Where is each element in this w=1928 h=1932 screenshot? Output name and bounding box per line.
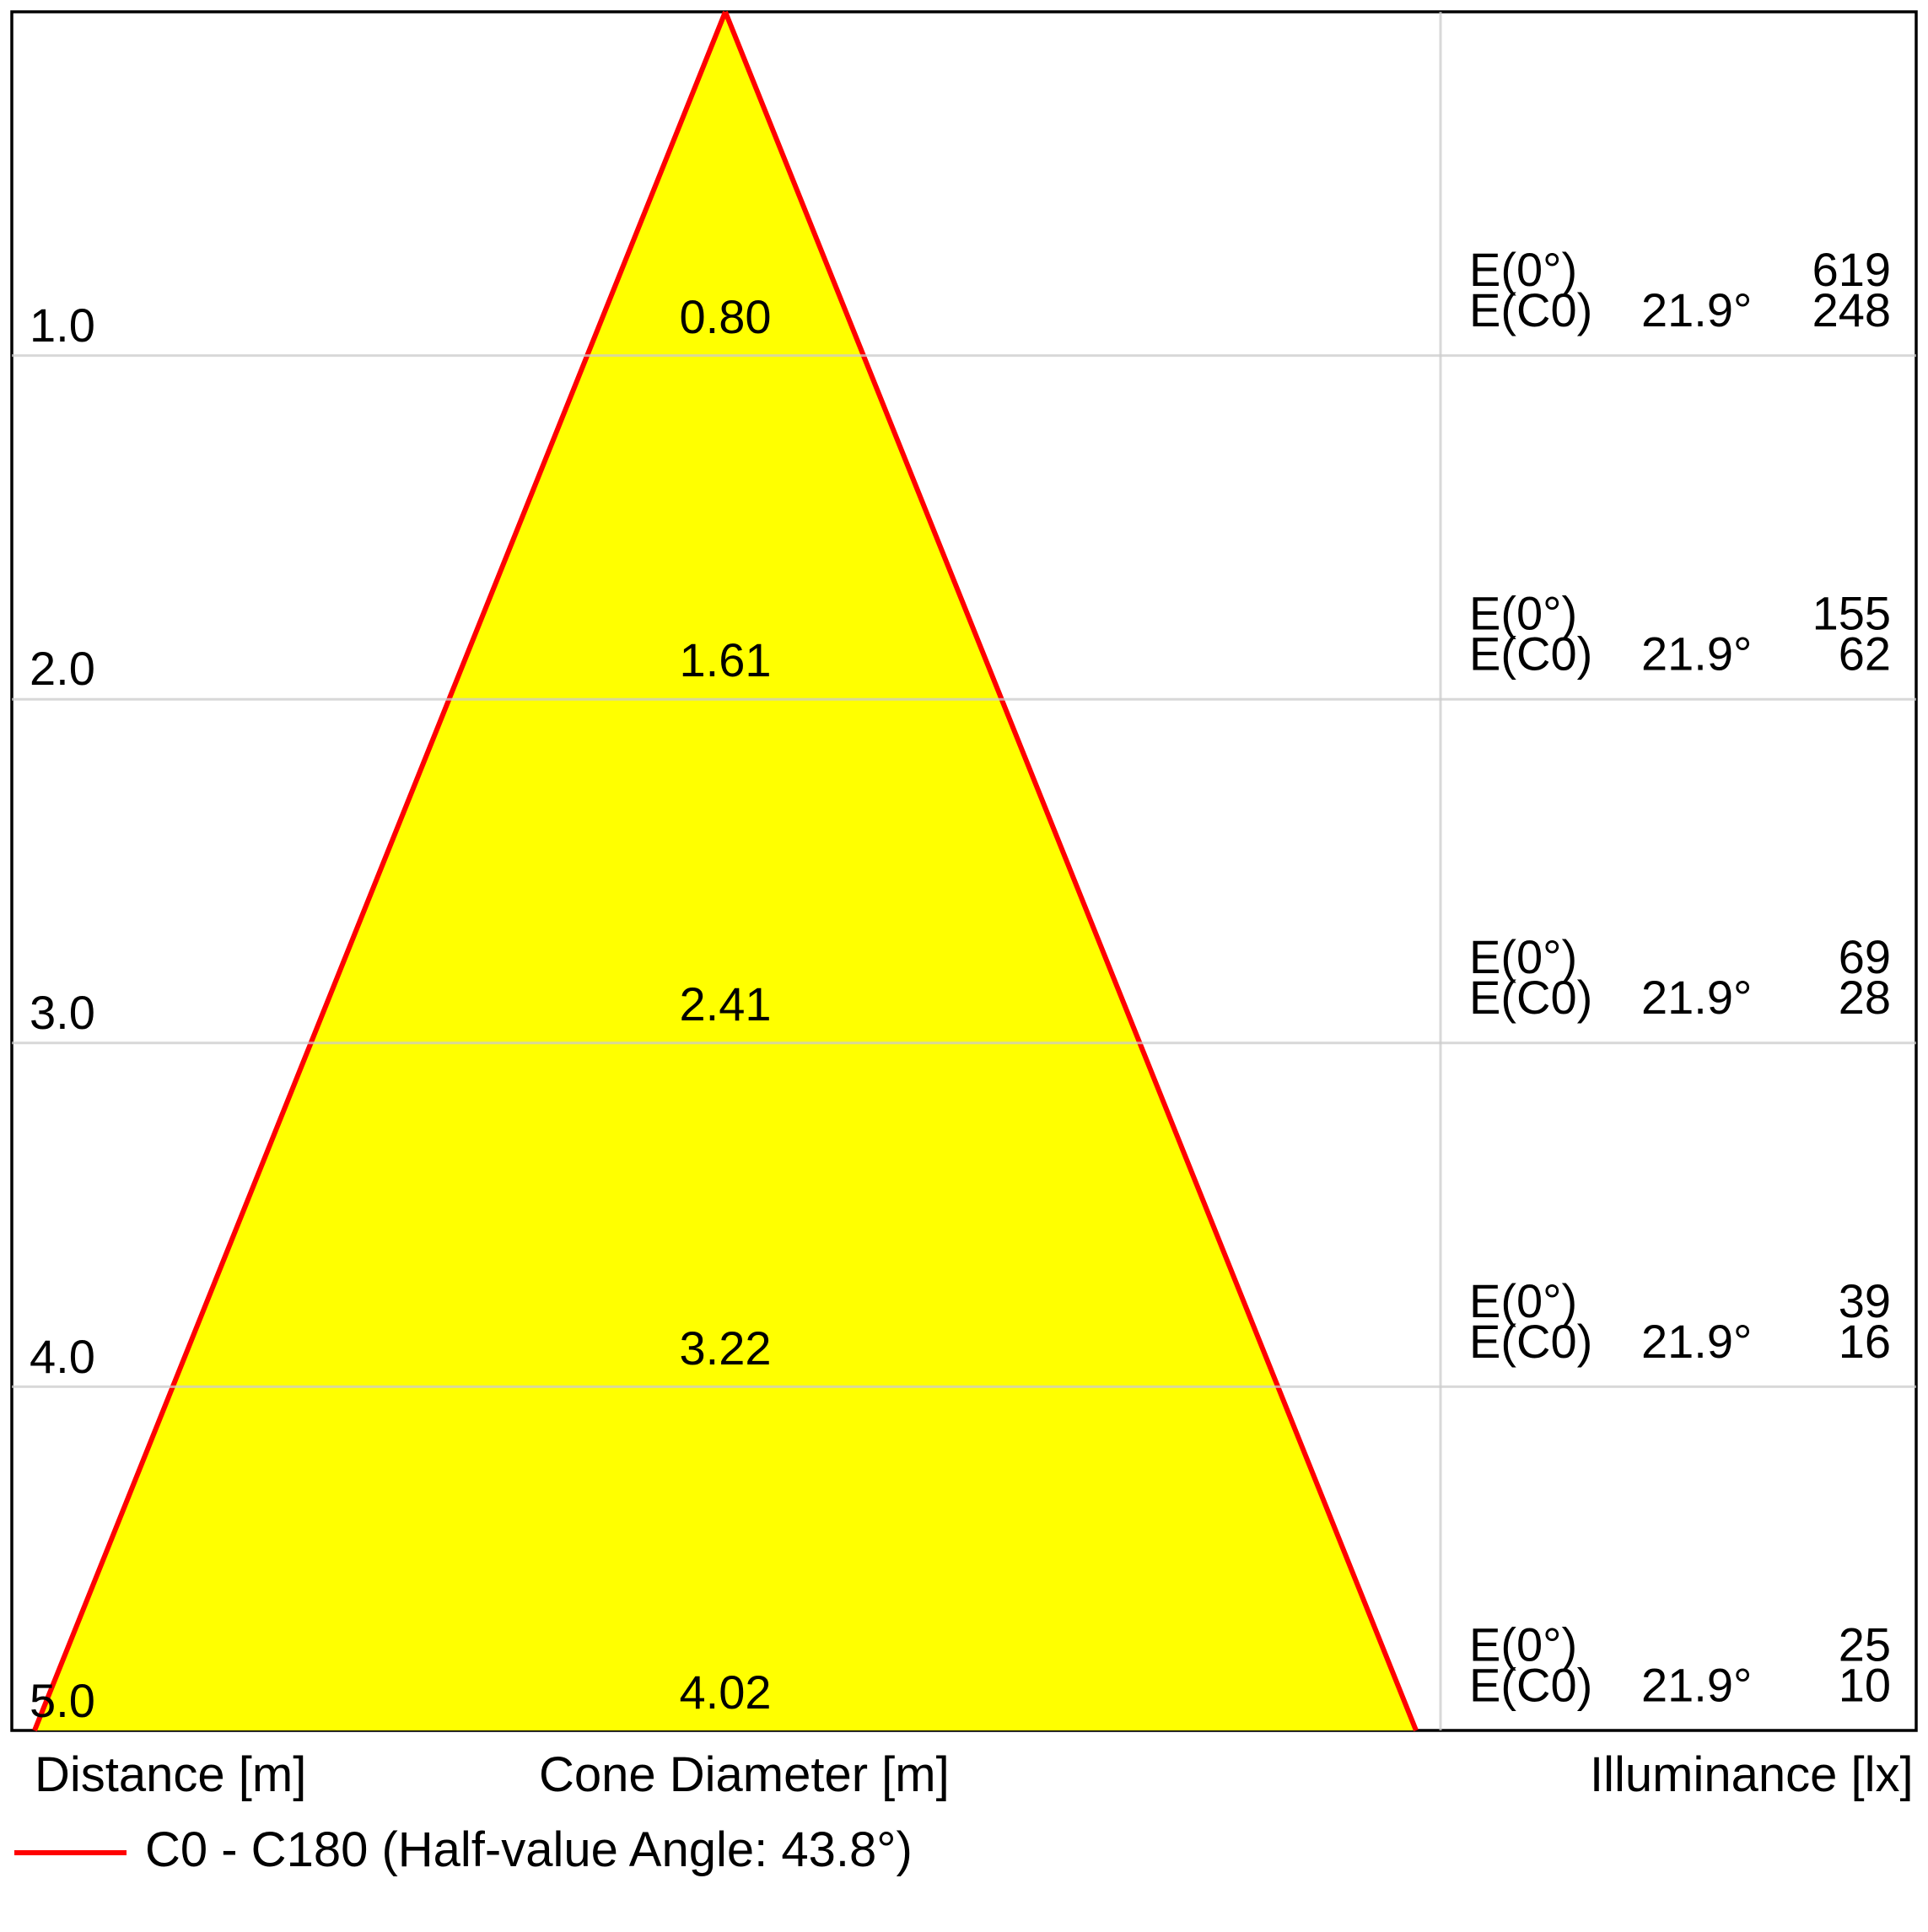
svg-text:0.80: 0.80 xyxy=(680,290,772,343)
svg-text:21.9°: 21.9° xyxy=(1641,1315,1752,1368)
svg-text:28: 28 xyxy=(1839,971,1891,1024)
svg-text:E(C0): E(C0) xyxy=(1469,1658,1592,1711)
svg-text:E(C0): E(C0) xyxy=(1469,283,1592,336)
svg-text:21.9°: 21.9° xyxy=(1641,627,1752,681)
svg-text:1.61: 1.61 xyxy=(680,633,772,686)
svg-text:21.9°: 21.9° xyxy=(1641,1658,1752,1711)
svg-text:4.0: 4.0 xyxy=(30,1330,95,1383)
svg-text:4.02: 4.02 xyxy=(680,1666,772,1719)
svg-text:2.41: 2.41 xyxy=(680,977,772,1031)
svg-text:E(C0): E(C0) xyxy=(1469,1315,1592,1368)
svg-text:2.0: 2.0 xyxy=(30,642,95,695)
svg-text:10: 10 xyxy=(1839,1658,1891,1711)
svg-text:21.9°: 21.9° xyxy=(1641,971,1752,1024)
svg-text:Illuminance [lx]: Illuminance [lx] xyxy=(1590,1747,1914,1802)
svg-text:E(C0): E(C0) xyxy=(1469,627,1592,681)
svg-text:16: 16 xyxy=(1839,1315,1891,1368)
svg-text:3.22: 3.22 xyxy=(680,1321,772,1375)
svg-text:248: 248 xyxy=(1812,283,1891,336)
svg-text:62: 62 xyxy=(1839,627,1891,681)
svg-text:C0 - C180 (Half-value Angle: 4: C0 - C180 (Half-value Angle: 43.8°) xyxy=(145,1822,913,1877)
svg-text:Distance [m]: Distance [m] xyxy=(35,1747,306,1802)
svg-text:5.0: 5.0 xyxy=(30,1674,95,1727)
svg-text:E(C0): E(C0) xyxy=(1469,971,1592,1024)
svg-text:3.0: 3.0 xyxy=(30,986,95,1039)
svg-text:21.9°: 21.9° xyxy=(1641,283,1752,336)
svg-text:Cone Diameter [m]: Cone Diameter [m] xyxy=(539,1747,950,1802)
svg-text:1.0: 1.0 xyxy=(30,299,95,352)
